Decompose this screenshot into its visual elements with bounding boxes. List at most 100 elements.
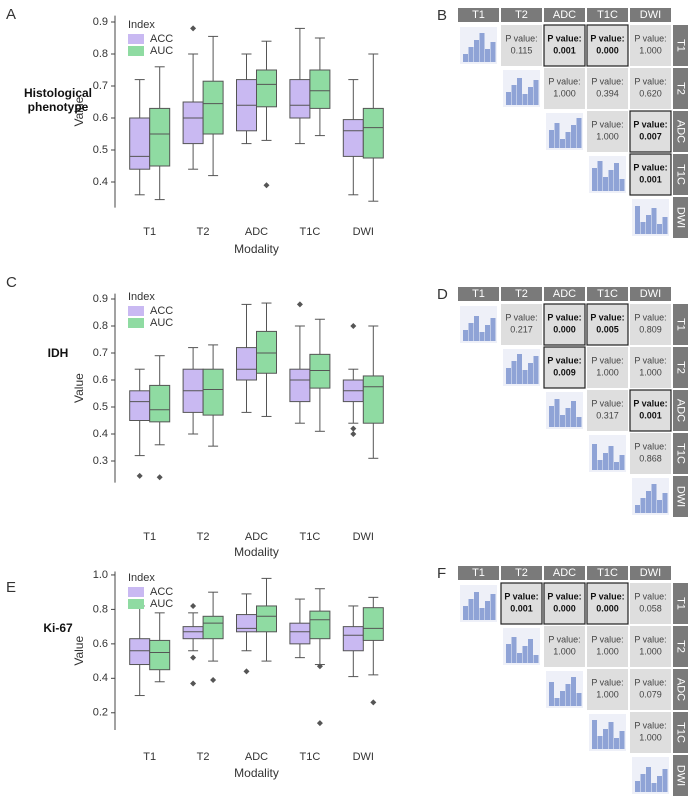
col-header — [587, 8, 628, 22]
histogram-bar — [528, 639, 533, 663]
col-header-label: T1C — [597, 567, 618, 579]
histogram-bar — [463, 330, 468, 341]
histogram-bar — [490, 318, 496, 341]
histogram-bar — [657, 224, 662, 234]
panel-letter: F — [437, 565, 446, 582]
histogram-bar — [474, 40, 479, 62]
p-label: P value: — [634, 76, 666, 86]
histogram-bar — [522, 370, 528, 384]
histogram-bar — [517, 653, 522, 663]
p-label: P value: — [634, 33, 666, 43]
col-header-label: T2 — [515, 288, 528, 300]
histogram-bar — [560, 139, 565, 148]
row-header-label: T1C — [675, 722, 687, 743]
histogram-bar — [603, 453, 608, 470]
col-header — [544, 566, 585, 580]
p-cell — [587, 347, 628, 388]
outlier — [316, 663, 323, 670]
row-header-label: DWI — [675, 765, 687, 786]
y-tick-label: 0.2 — [93, 707, 108, 719]
y-tick-label: 0.7 — [93, 347, 108, 359]
x-axis-label: Modality — [234, 766, 279, 780]
p-label: P value: — [504, 591, 538, 601]
col-header-label: T1C — [597, 9, 618, 21]
legend-label: AUC — [150, 317, 173, 329]
p-cell — [630, 626, 671, 667]
p-cell — [629, 110, 672, 153]
col-header — [630, 566, 671, 580]
panel-letter: A — [6, 6, 16, 23]
box — [256, 605, 277, 633]
legend-swatch — [128, 587, 144, 597]
col-header — [501, 8, 542, 22]
box — [289, 368, 311, 403]
p-cell — [544, 68, 585, 109]
box — [149, 639, 171, 671]
histogram-bar — [640, 774, 646, 792]
p-label: P value: — [505, 312, 537, 322]
histogram-bar — [490, 42, 496, 62]
histogram-bar — [517, 354, 522, 384]
row-header — [673, 626, 688, 667]
histogram-bar — [662, 769, 668, 792]
col-header-label: T1C — [597, 288, 618, 300]
row-header — [673, 347, 688, 388]
histogram-bar — [614, 738, 619, 749]
box — [256, 330, 277, 374]
histogram-bar — [506, 644, 511, 663]
y-tick-label: 0.9 — [93, 16, 108, 28]
outlier — [210, 677, 217, 684]
histogram-bar — [576, 118, 582, 148]
row-header-label: T2 — [675, 82, 687, 95]
p-label: P value: — [634, 312, 666, 322]
p-value: 1.000 — [596, 367, 619, 377]
histogram-bar — [485, 601, 490, 620]
p-value: 1.000 — [639, 45, 662, 55]
row-header — [673, 154, 688, 195]
col-header-label: ADC — [553, 567, 576, 579]
histogram-bar — [608, 446, 614, 470]
p-label: P value: — [633, 119, 667, 129]
p-value: 0.809 — [639, 324, 662, 334]
histogram-bar — [657, 776, 662, 792]
p-value: 1.000 — [596, 646, 619, 656]
y-tick-label: 0.3 — [93, 455, 108, 467]
histogram-bar — [468, 323, 474, 341]
p-cell — [587, 111, 628, 152]
y-axis-label: Value — [72, 636, 86, 666]
histogram-bar — [614, 163, 619, 191]
histogram-bar — [651, 783, 657, 792]
histogram-bar — [646, 491, 651, 513]
outlier — [243, 668, 250, 675]
x-tick-label: T1C — [300, 531, 321, 543]
histogram-bar — [640, 498, 646, 513]
panel-letter: D — [437, 286, 448, 303]
x-tick-label: DWI — [353, 226, 374, 238]
p-value: 0.001 — [639, 410, 662, 420]
histogram-bar — [506, 368, 511, 384]
histogram-bar — [571, 401, 576, 427]
outlier — [263, 182, 270, 189]
col-header — [458, 8, 499, 22]
histogram-bar — [592, 444, 597, 470]
p-label: P value: — [634, 441, 666, 451]
x-tick-label: T2 — [197, 531, 210, 543]
p-label: P value: — [591, 398, 623, 408]
histogram-bar — [619, 455, 625, 470]
row-header — [673, 25, 688, 66]
p-value: 0.000 — [596, 45, 619, 55]
row-label: IDH — [47, 346, 69, 360]
outlier — [350, 425, 357, 432]
histogram-bar — [549, 406, 554, 427]
p-label: P value: — [505, 33, 537, 43]
p-cell — [630, 25, 671, 66]
legend-label: ACC — [150, 305, 173, 317]
box — [182, 626, 204, 640]
histogram-bar — [614, 462, 619, 470]
box — [129, 390, 151, 421]
histogram-bar — [485, 325, 490, 341]
row-header-label: T1C — [675, 443, 687, 464]
histogram-bar — [463, 54, 468, 62]
p-cell — [630, 347, 671, 388]
p-cell — [630, 68, 671, 109]
